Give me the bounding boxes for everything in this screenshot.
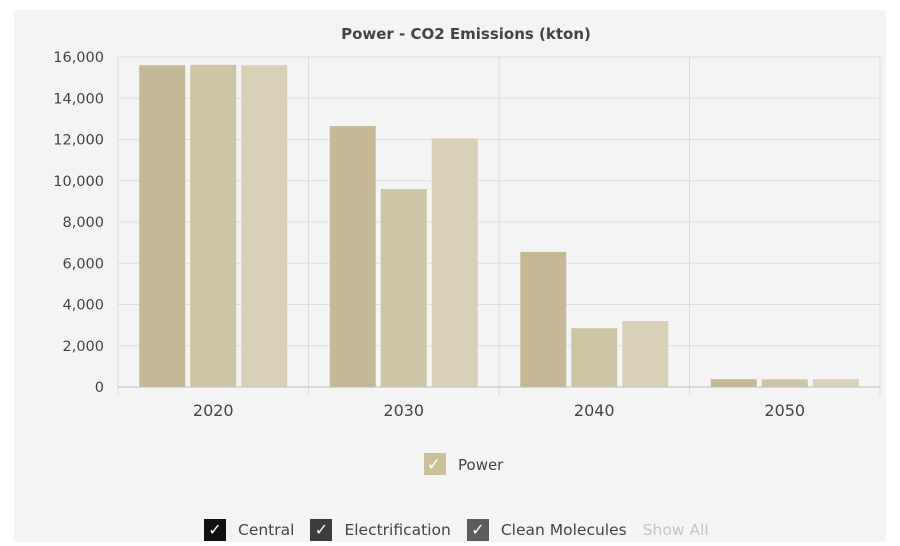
filter-clean-molecules[interactable]: ✓ Clean Molecules xyxy=(466,519,627,541)
bar-2050-central[interactable] xyxy=(710,379,757,387)
filter-central-label: Central xyxy=(238,521,295,539)
bar-2040-clean-molecules[interactable] xyxy=(622,321,669,387)
y-tick-label: 16,000 xyxy=(53,50,104,66)
legend-check-icon: ✓ xyxy=(427,455,441,475)
legend-power-label: Power xyxy=(458,456,504,474)
bar-2020-electrification[interactable] xyxy=(190,64,237,388)
vertical-gridlines xyxy=(117,57,881,395)
legend[interactable]: ✓ Power xyxy=(424,453,504,475)
chart-title: Power - CO2 Emissions (kton) xyxy=(341,25,591,43)
x-tick-label: 2040 xyxy=(574,401,615,420)
bar-2030-electrification[interactable] xyxy=(380,189,427,387)
y-tick-label: 4,000 xyxy=(62,298,104,314)
filter-electrification-label: Electrification xyxy=(344,521,451,539)
central-checkbox[interactable]: ✓ xyxy=(204,519,226,541)
y-axis-ticks: 0 2,000 4,000 6,000 8,000 10,000 12,000 14,000 1… xyxy=(53,50,104,396)
y-tick-label: 14,000 xyxy=(53,91,104,107)
show-all-link[interactable]: Show All xyxy=(642,521,709,539)
bar-2020-central[interactable] xyxy=(139,65,186,387)
x-tick-label: 2050 xyxy=(764,401,805,420)
y-tick-label: 12,000 xyxy=(53,133,104,149)
clean-molecules-checkbox[interactable]: ✓ xyxy=(466,519,489,541)
filter-electrification[interactable]: ✓ Electrification xyxy=(310,519,451,541)
x-tick-label: 2020 xyxy=(193,401,234,420)
check-icon: ✓ xyxy=(208,520,222,539)
chart-panel: Power - CO2 Emissions (kton) 0 2,000 4,000… xyxy=(14,10,886,542)
y-tick-label: 10,000 xyxy=(53,174,104,190)
legend-power-swatch[interactable] xyxy=(424,453,446,475)
bar-2040-electrification[interactable] xyxy=(571,328,618,387)
x-axis: 2020 2030 2040 2050 xyxy=(118,386,880,420)
filter-clean-molecules-label: Clean Molecules xyxy=(500,521,627,539)
scenario-filters: ✓ Central ✓ Electrification ✓ Clean Mole… xyxy=(204,517,709,543)
bar-2050-clean-molecules[interactable] xyxy=(812,379,859,387)
bar-2030-central[interactable] xyxy=(329,126,376,387)
check-icon: ✓ xyxy=(314,520,329,539)
bar-chart: Power - CO2 Emissions (kton) 0 2,000 4,000… xyxy=(53,25,881,475)
y-tick-label: 6,000 xyxy=(62,256,104,272)
bar-2050-electrification[interactable] xyxy=(761,379,808,387)
bar-2040-central[interactable] xyxy=(520,251,567,387)
bar-2020-clean-molecules[interactable] xyxy=(241,65,288,387)
y-tick-label: 8,000 xyxy=(62,215,104,231)
y-tick-label: 0 xyxy=(95,380,104,396)
electrification-checkbox[interactable]: ✓ xyxy=(310,519,333,541)
x-tick-label: 2030 xyxy=(383,401,424,420)
check-icon: ✓ xyxy=(471,520,485,539)
filter-central[interactable]: ✓ Central xyxy=(204,519,294,541)
bar-2030-clean-molecules[interactable] xyxy=(431,138,478,387)
bars xyxy=(139,64,859,388)
y-tick-label: 2,000 xyxy=(62,339,104,355)
